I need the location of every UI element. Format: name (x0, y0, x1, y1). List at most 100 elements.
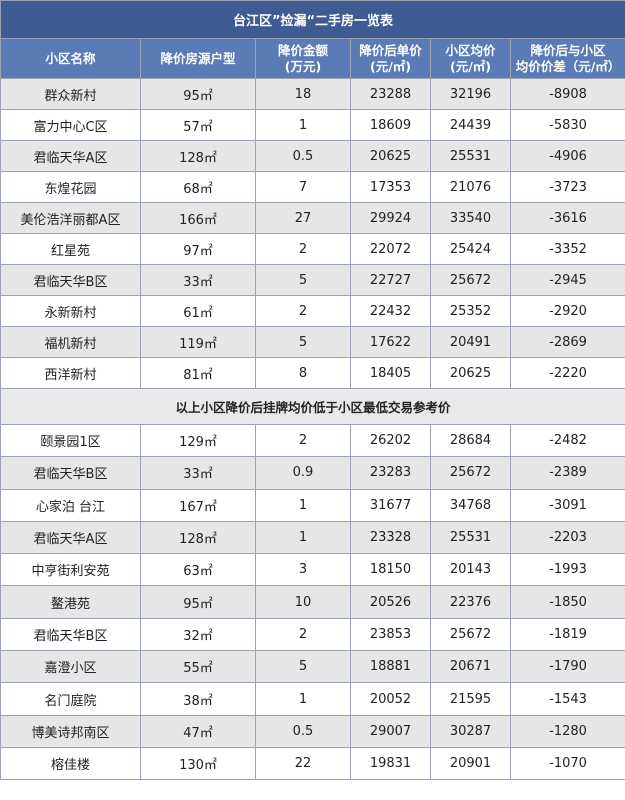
cell: 美伦浩洋丽都A区 (0, 202, 141, 234)
cell: 君临天华A区 (0, 520, 141, 555)
cell: 130㎡ (140, 746, 256, 781)
cell: -1819 (509, 617, 625, 652)
cell: 32㎡ (140, 617, 256, 652)
cell: -1280 (509, 714, 625, 748)
cell: 22 (255, 746, 351, 781)
cell: 30287 (430, 714, 511, 748)
cell: 1 (255, 520, 351, 555)
cell: 119㎡ (140, 326, 256, 358)
cell: 32196 (430, 78, 511, 110)
cell: 0.5 (255, 714, 351, 748)
cell: 21076 (430, 171, 511, 203)
cell: 33㎡ (140, 456, 256, 490)
data-row: 君临天华B区 33㎡ 0.9 23283 25672 -2389 (0, 456, 625, 490)
cell: 20526 (350, 585, 431, 619)
cell: 68㎡ (140, 171, 256, 203)
cell: 17622 (350, 326, 431, 358)
cell: 8 (255, 357, 351, 389)
cell: 95㎡ (140, 78, 256, 110)
cell: 中亨街利安苑 (0, 553, 141, 587)
cell: 28684 (430, 423, 511, 458)
cell: 25531 (430, 140, 511, 172)
cell: 17353 (350, 171, 431, 203)
header-line: 小区名称 (45, 50, 96, 66)
data-row: 鳌港苑 95㎡ 10 20526 22376 -1850 (0, 585, 625, 619)
cell: 23853 (350, 617, 431, 652)
cell: 7 (255, 171, 351, 203)
cell: 29924 (350, 202, 431, 234)
cell: 25531 (430, 520, 511, 555)
cell: 2 (255, 423, 351, 458)
cell: 2 (255, 233, 351, 265)
data-row: 中亨街利安苑 63㎡ 3 18150 20143 -1993 (0, 553, 625, 587)
data-row: 红星苑 97㎡ 2 22072 25424 -3352 (0, 233, 625, 265)
cell: 23288 (350, 78, 431, 110)
data-row: 君临天华B区 32㎡ 2 23853 25672 -1819 (0, 617, 625, 652)
cell: 东煌花园 (0, 171, 141, 203)
cell: 博美诗邦南区 (0, 714, 141, 748)
cell: 鳌港苑 (0, 585, 141, 619)
header-cell: 降价后单价 (元/㎡) (350, 38, 431, 79)
data-row: 西洋新村 81㎡ 8 18405 20625 -2220 (0, 357, 625, 389)
cell: 18609 (350, 109, 431, 141)
data-row: 永新新村 61㎡ 2 22432 25352 -2920 (0, 295, 625, 327)
cell: -4906 (509, 140, 625, 172)
header-cell: 小区均价 (元/㎡) (430, 38, 511, 79)
cell: 心家泊 台江 (0, 488, 141, 522)
cell: 富力中心C区 (0, 109, 141, 141)
note-text: 以上小区降价后挂牌均价低于小区最低交易参考价 (0, 388, 625, 425)
cell: 21595 (430, 682, 511, 716)
cell: 33540 (430, 202, 511, 234)
cell: 2 (255, 617, 351, 652)
cell: 25672 (430, 456, 511, 490)
cell: -3352 (509, 233, 625, 265)
table-title: 台江区”捡漏“二手房一览表 (0, 0, 625, 39)
cell: 君临天华B区 (0, 456, 141, 490)
header-line: 降价房源户型 (160, 50, 236, 66)
cell: 129㎡ (140, 423, 256, 458)
data-row: 嘉澄小区 55㎡ 5 18881 20671 -1790 (0, 650, 625, 684)
cell: 5 (255, 264, 351, 296)
data-row: 博美诗邦南区 47㎡ 0.5 29007 30287 -1280 (0, 714, 625, 748)
cell: 20143 (430, 553, 511, 587)
cell: 23283 (350, 456, 431, 490)
data-row: 东煌花园 68㎡ 7 17353 21076 -3723 (0, 171, 625, 203)
data-row: 美伦浩洋丽都A区 166㎡ 27 29924 33540 -3616 (0, 202, 625, 234)
cell: 29007 (350, 714, 431, 748)
cell: 20901 (430, 746, 511, 781)
header-cell: 小区名称 (0, 38, 141, 79)
cell: 63㎡ (140, 553, 256, 587)
cell: 97㎡ (140, 233, 256, 265)
title-row: 台江区”捡漏“二手房一览表 (0, 0, 625, 39)
cell: 38㎡ (140, 682, 256, 716)
cell: 24439 (430, 109, 511, 141)
data-row: 富力中心C区 57㎡ 1 18609 24439 -5830 (0, 109, 625, 141)
cell: 5 (255, 326, 351, 358)
cell: 31677 (350, 488, 431, 522)
cell: 25672 (430, 264, 511, 296)
cell: 19831 (350, 746, 431, 781)
header-line: 均价价差（元/㎡） (515, 58, 621, 74)
cell: 君临天华B区 (0, 617, 141, 652)
cell: 47㎡ (140, 714, 256, 748)
cell: 红星苑 (0, 233, 141, 265)
cell: 128㎡ (140, 140, 256, 172)
header-line: (元/㎡) (450, 58, 491, 74)
cell: 5 (255, 650, 351, 684)
cell: 颐景园1区 (0, 423, 141, 458)
cell: 23328 (350, 520, 431, 555)
cell: -2389 (509, 456, 625, 490)
data-row: 颐景园1区 129㎡ 2 26202 28684 -2482 (0, 423, 625, 458)
header-line: 降价后与小区 (530, 42, 606, 58)
header-row: 小区名称 降价房源户型 降价金额 (万元) 降价后单价 (元/㎡) 小区均价 (元/㎡) 降价后… (0, 38, 625, 79)
house-table: 台江区”捡漏“二手房一览表 小区名称 降价房源户型 降价金额 (万元) 降价后单价 (元/㎡… (0, 0, 625, 781)
cell: 57㎡ (140, 109, 256, 141)
cell: 18405 (350, 357, 431, 389)
cell: 君临天华A区 (0, 140, 141, 172)
cell: 20625 (430, 357, 511, 389)
cell: 20671 (430, 650, 511, 684)
cell: 33㎡ (140, 264, 256, 296)
cell: 0.5 (255, 140, 351, 172)
cell: 25424 (430, 233, 511, 265)
